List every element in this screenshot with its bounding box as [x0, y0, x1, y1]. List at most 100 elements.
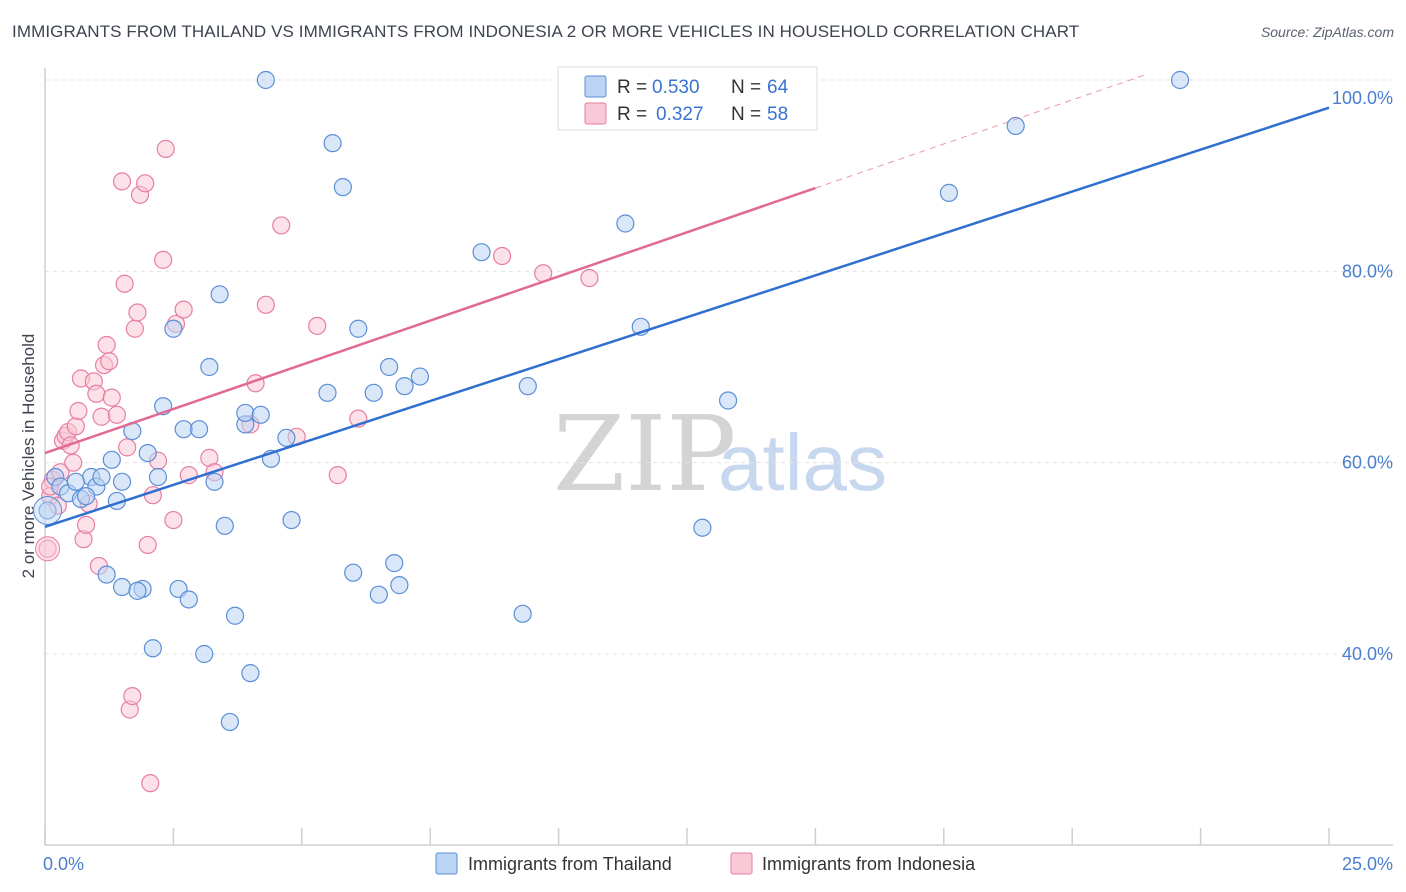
data-point-thailand	[323, 134, 342, 153]
data-point-thailand	[38, 501, 57, 520]
data-point-thailand	[241, 664, 260, 683]
data-point-thailand	[718, 391, 738, 410]
y-axis-label: 2 or more Vehicles in Household	[19, 334, 38, 579]
source-credit: Source: ZipAtlas.com	[1260, 24, 1394, 40]
series-thailand-points	[33, 70, 1190, 732]
data-point-indonesia	[64, 453, 83, 472]
data-point-thailand	[395, 377, 414, 396]
data-point-indonesia	[102, 388, 121, 407]
data-point-indonesia	[112, 172, 132, 191]
data-point-thailand	[128, 581, 147, 600]
data-point-indonesia	[580, 268, 599, 288]
data-point-indonesia	[69, 401, 88, 421]
data-point-indonesia	[164, 510, 183, 530]
data-point-thailand	[344, 563, 363, 582]
legend-r-label-1: R =	[617, 77, 647, 98]
data-point-thailand	[220, 712, 239, 732]
y-tick-label: 100.0%	[1332, 88, 1393, 108]
data-point-thailand	[148, 467, 168, 487]
data-point-indonesia	[138, 535, 157, 555]
data-point-indonesia	[100, 352, 119, 371]
data-point-thailand	[112, 472, 132, 491]
data-point-indonesia	[154, 250, 173, 269]
data-point-thailand	[349, 319, 368, 338]
stats-legend: R = 0.530 N = 64 R = 0.327 N = 58	[557, 66, 818, 131]
data-point-indonesia	[92, 407, 111, 426]
trend-line-indonesia	[44, 186, 816, 455]
legend-swatch-thailand	[584, 75, 607, 98]
data-point-indonesia	[115, 274, 134, 293]
y-tick-label: 80.0%	[1342, 261, 1393, 281]
data-point-indonesia	[174, 300, 193, 319]
data-point-indonesia	[35, 536, 61, 562]
data-point-indonesia	[118, 438, 137, 457]
bottom-legend-swatch-indonesia	[730, 852, 753, 875]
data-point-thailand	[195, 644, 214, 664]
data-point-indonesia	[97, 335, 116, 355]
data-point-thailand	[472, 243, 491, 262]
legend-n-value-1: 64	[767, 77, 789, 98]
legend-n-label-2: N =	[731, 104, 761, 125]
data-point-thailand	[518, 377, 537, 396]
data-point-indonesia	[128, 303, 147, 322]
data-point-indonesia	[76, 515, 96, 534]
data-point-thailand	[1170, 70, 1190, 90]
data-point-indonesia	[308, 316, 327, 335]
data-point-thailand	[236, 403, 255, 423]
data-point-thailand	[174, 420, 193, 439]
data-point-indonesia	[107, 405, 127, 424]
legend-swatch-indonesia	[584, 102, 607, 125]
data-point-thailand	[112, 577, 132, 597]
data-point-thailand	[385, 554, 404, 573]
data-point-thailand	[102, 450, 121, 469]
data-point-indonesia	[272, 216, 291, 235]
data-point-thailand	[205, 472, 224, 491]
data-point-thailand	[616, 214, 635, 233]
data-point-thailand	[97, 565, 116, 584]
trend-line-indonesia-extension	[815, 74, 1145, 189]
gridlines	[45, 79, 1393, 655]
data-point-thailand	[390, 576, 409, 595]
data-point-indonesia	[87, 384, 106, 403]
data-point-thailand	[369, 585, 388, 604]
data-point-thailand	[33, 496, 63, 525]
y-tick-label: 60.0%	[1342, 453, 1393, 473]
data-point-thailand	[939, 183, 959, 202]
data-point-thailand	[318, 383, 337, 402]
x-axis-ticks	[44, 828, 1330, 845]
data-point-thailand	[693, 518, 712, 537]
data-point-indonesia	[256, 295, 275, 314]
data-point-thailand	[164, 319, 183, 338]
y-tick-label: 40.0%	[1342, 644, 1393, 664]
data-point-thailand	[189, 420, 209, 439]
data-point-thailand	[333, 178, 352, 197]
data-point-thailand	[138, 444, 157, 463]
trend-lines	[44, 74, 1330, 528]
x-tick-label-min: 0.0%	[43, 854, 84, 874]
data-point-indonesia	[123, 686, 142, 706]
legend-r-value-2: 0.327	[656, 104, 704, 125]
data-point-thailand	[210, 285, 229, 304]
data-point-thailand	[143, 639, 162, 658]
data-point-thailand	[513, 604, 532, 623]
data-point-indonesia	[125, 319, 144, 338]
watermark-zip: ZIP	[553, 393, 736, 515]
legend-r-label-2: R =	[617, 104, 647, 125]
y-tick-labels: 40.0% 60.0% 80.0% 100.0%	[1332, 88, 1393, 664]
data-point-thailand	[380, 357, 399, 377]
legend-r-value-1: 0.530	[652, 77, 700, 98]
data-point-thailand	[364, 383, 383, 402]
data-point-thailand	[215, 516, 234, 535]
data-point-thailand	[277, 428, 296, 447]
bottom-legend-label-thailand: Immigrants from Thailand	[468, 854, 672, 874]
data-point-thailand	[66, 472, 85, 491]
legend-n-label-1: N =	[731, 77, 761, 98]
series-legend: Immigrants from Thailand Immigrants from…	[435, 852, 976, 875]
data-point-thailand	[179, 590, 198, 609]
data-point-thailand	[92, 467, 111, 487]
data-point-thailand	[200, 357, 219, 377]
trend-line-thailand	[44, 106, 1330, 528]
data-point-indonesia	[66, 417, 85, 436]
series-indonesia-points	[35, 139, 599, 793]
